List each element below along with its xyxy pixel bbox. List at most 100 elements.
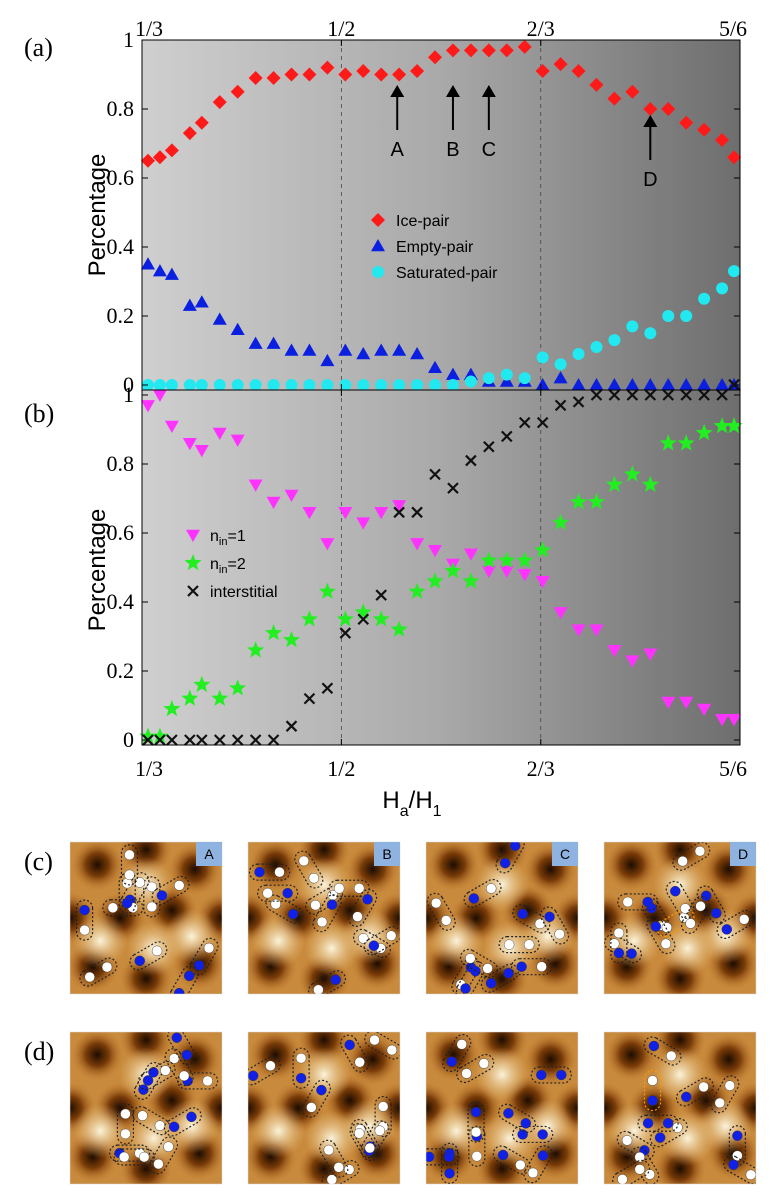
stm-image-content — [248, 842, 400, 994]
colloid-dot — [537, 1129, 548, 1140]
pair-outline — [637, 1114, 679, 1132]
stm-bright — [660, 921, 715, 976]
data-point — [728, 265, 741, 278]
colloid-dot — [503, 939, 515, 950]
annotation-arrow-d: D — [643, 115, 658, 191]
pair-outline — [459, 948, 498, 978]
data-point — [587, 493, 605, 510]
pair-outline — [169, 965, 199, 994]
data-point — [429, 379, 442, 391]
stm-bright — [118, 1047, 174, 1102]
data-point — [661, 378, 676, 391]
colloid-dot — [84, 971, 95, 983]
colloid-dot — [554, 928, 565, 940]
pair-outline — [426, 1148, 460, 1166]
data-point — [229, 679, 247, 696]
data-point — [166, 734, 178, 746]
data-point — [303, 379, 316, 391]
data-point — [536, 416, 549, 429]
y-tick-label: 0.8 — [107, 96, 135, 121]
pair — [459, 948, 498, 978]
colloid-dot — [274, 866, 285, 878]
colloid-dot — [662, 1118, 674, 1129]
colloid-dot — [146, 881, 157, 893]
y-tick-label: 0.8 — [107, 451, 135, 476]
colloid-dot — [153, 1158, 164, 1170]
colloid-dot — [120, 1108, 131, 1120]
pair — [665, 880, 695, 919]
data-point — [463, 548, 478, 561]
colloid-dot — [470, 1126, 482, 1138]
data-point — [716, 282, 729, 295]
data-point — [552, 513, 570, 530]
pair-outline — [426, 892, 456, 931]
colloid-dot — [262, 887, 273, 899]
colloid-dot — [471, 1151, 483, 1162]
stm-frame — [247, 841, 401, 995]
data-point — [659, 434, 677, 451]
colloid-dot — [171, 1032, 183, 1043]
pair-outline — [440, 1142, 459, 1184]
stm-frame — [425, 841, 579, 995]
colloid-dot — [308, 873, 320, 884]
pair-outline — [467, 1101, 485, 1143]
annotation-arrow-c: C — [482, 85, 496, 161]
legend-marker — [187, 585, 199, 597]
x-tick-label-top: 1/2 — [327, 16, 355, 41]
pair-outline — [643, 1036, 682, 1066]
colloid-dot — [295, 1072, 307, 1084]
colloid-dot — [344, 1039, 355, 1051]
panel-label-c: (c) — [24, 847, 53, 876]
stm-image — [69, 1031, 223, 1185]
colloid-dot — [326, 899, 338, 910]
data-point — [321, 379, 334, 391]
colloid-dot — [468, 893, 480, 904]
pair — [530, 1066, 572, 1084]
pair-outline — [498, 1103, 537, 1133]
colloid-dot — [544, 911, 555, 923]
pair — [294, 850, 324, 889]
colloid-dot — [714, 1097, 725, 1109]
pair — [723, 1155, 756, 1184]
pair-outline — [455, 960, 486, 994]
pair — [164, 1048, 194, 1087]
data-point — [553, 371, 568, 384]
data-point — [518, 416, 531, 429]
data-point — [248, 70, 263, 85]
data-point — [152, 389, 167, 402]
legend-marker — [371, 239, 385, 252]
data-point — [372, 610, 390, 627]
data-point — [285, 720, 298, 732]
data-point — [625, 378, 640, 391]
data-point — [356, 64, 371, 79]
pair — [352, 928, 391, 958]
stm-hole — [249, 842, 302, 891]
y-tick-label: 0.2 — [107, 658, 135, 683]
stm-image — [603, 1031, 757, 1185]
x-tick-label-top: 1/3 — [135, 16, 163, 41]
data-point — [154, 734, 166, 746]
colloid-dot — [650, 921, 662, 932]
data-point — [231, 379, 244, 391]
pair — [539, 906, 570, 945]
data-point — [195, 379, 208, 391]
colloid-dot — [536, 1069, 547, 1081]
panel-label-d: (d) — [24, 1037, 54, 1066]
pair — [617, 893, 659, 911]
data-point — [284, 343, 299, 356]
data-point — [267, 734, 280, 746]
colloid-dot — [156, 890, 168, 901]
data-point — [184, 734, 196, 746]
stm-image-content — [426, 842, 578, 994]
data-point — [230, 322, 245, 336]
data-point — [571, 378, 586, 391]
data-point — [374, 67, 389, 82]
colloid-dot — [120, 1128, 131, 1140]
data-point — [698, 292, 711, 305]
data-point — [483, 440, 495, 453]
pair-outline — [364, 1032, 400, 1060]
pair — [646, 916, 676, 955]
data-point — [375, 379, 388, 391]
colloid-dot — [732, 1130, 743, 1141]
data-point — [302, 67, 317, 82]
